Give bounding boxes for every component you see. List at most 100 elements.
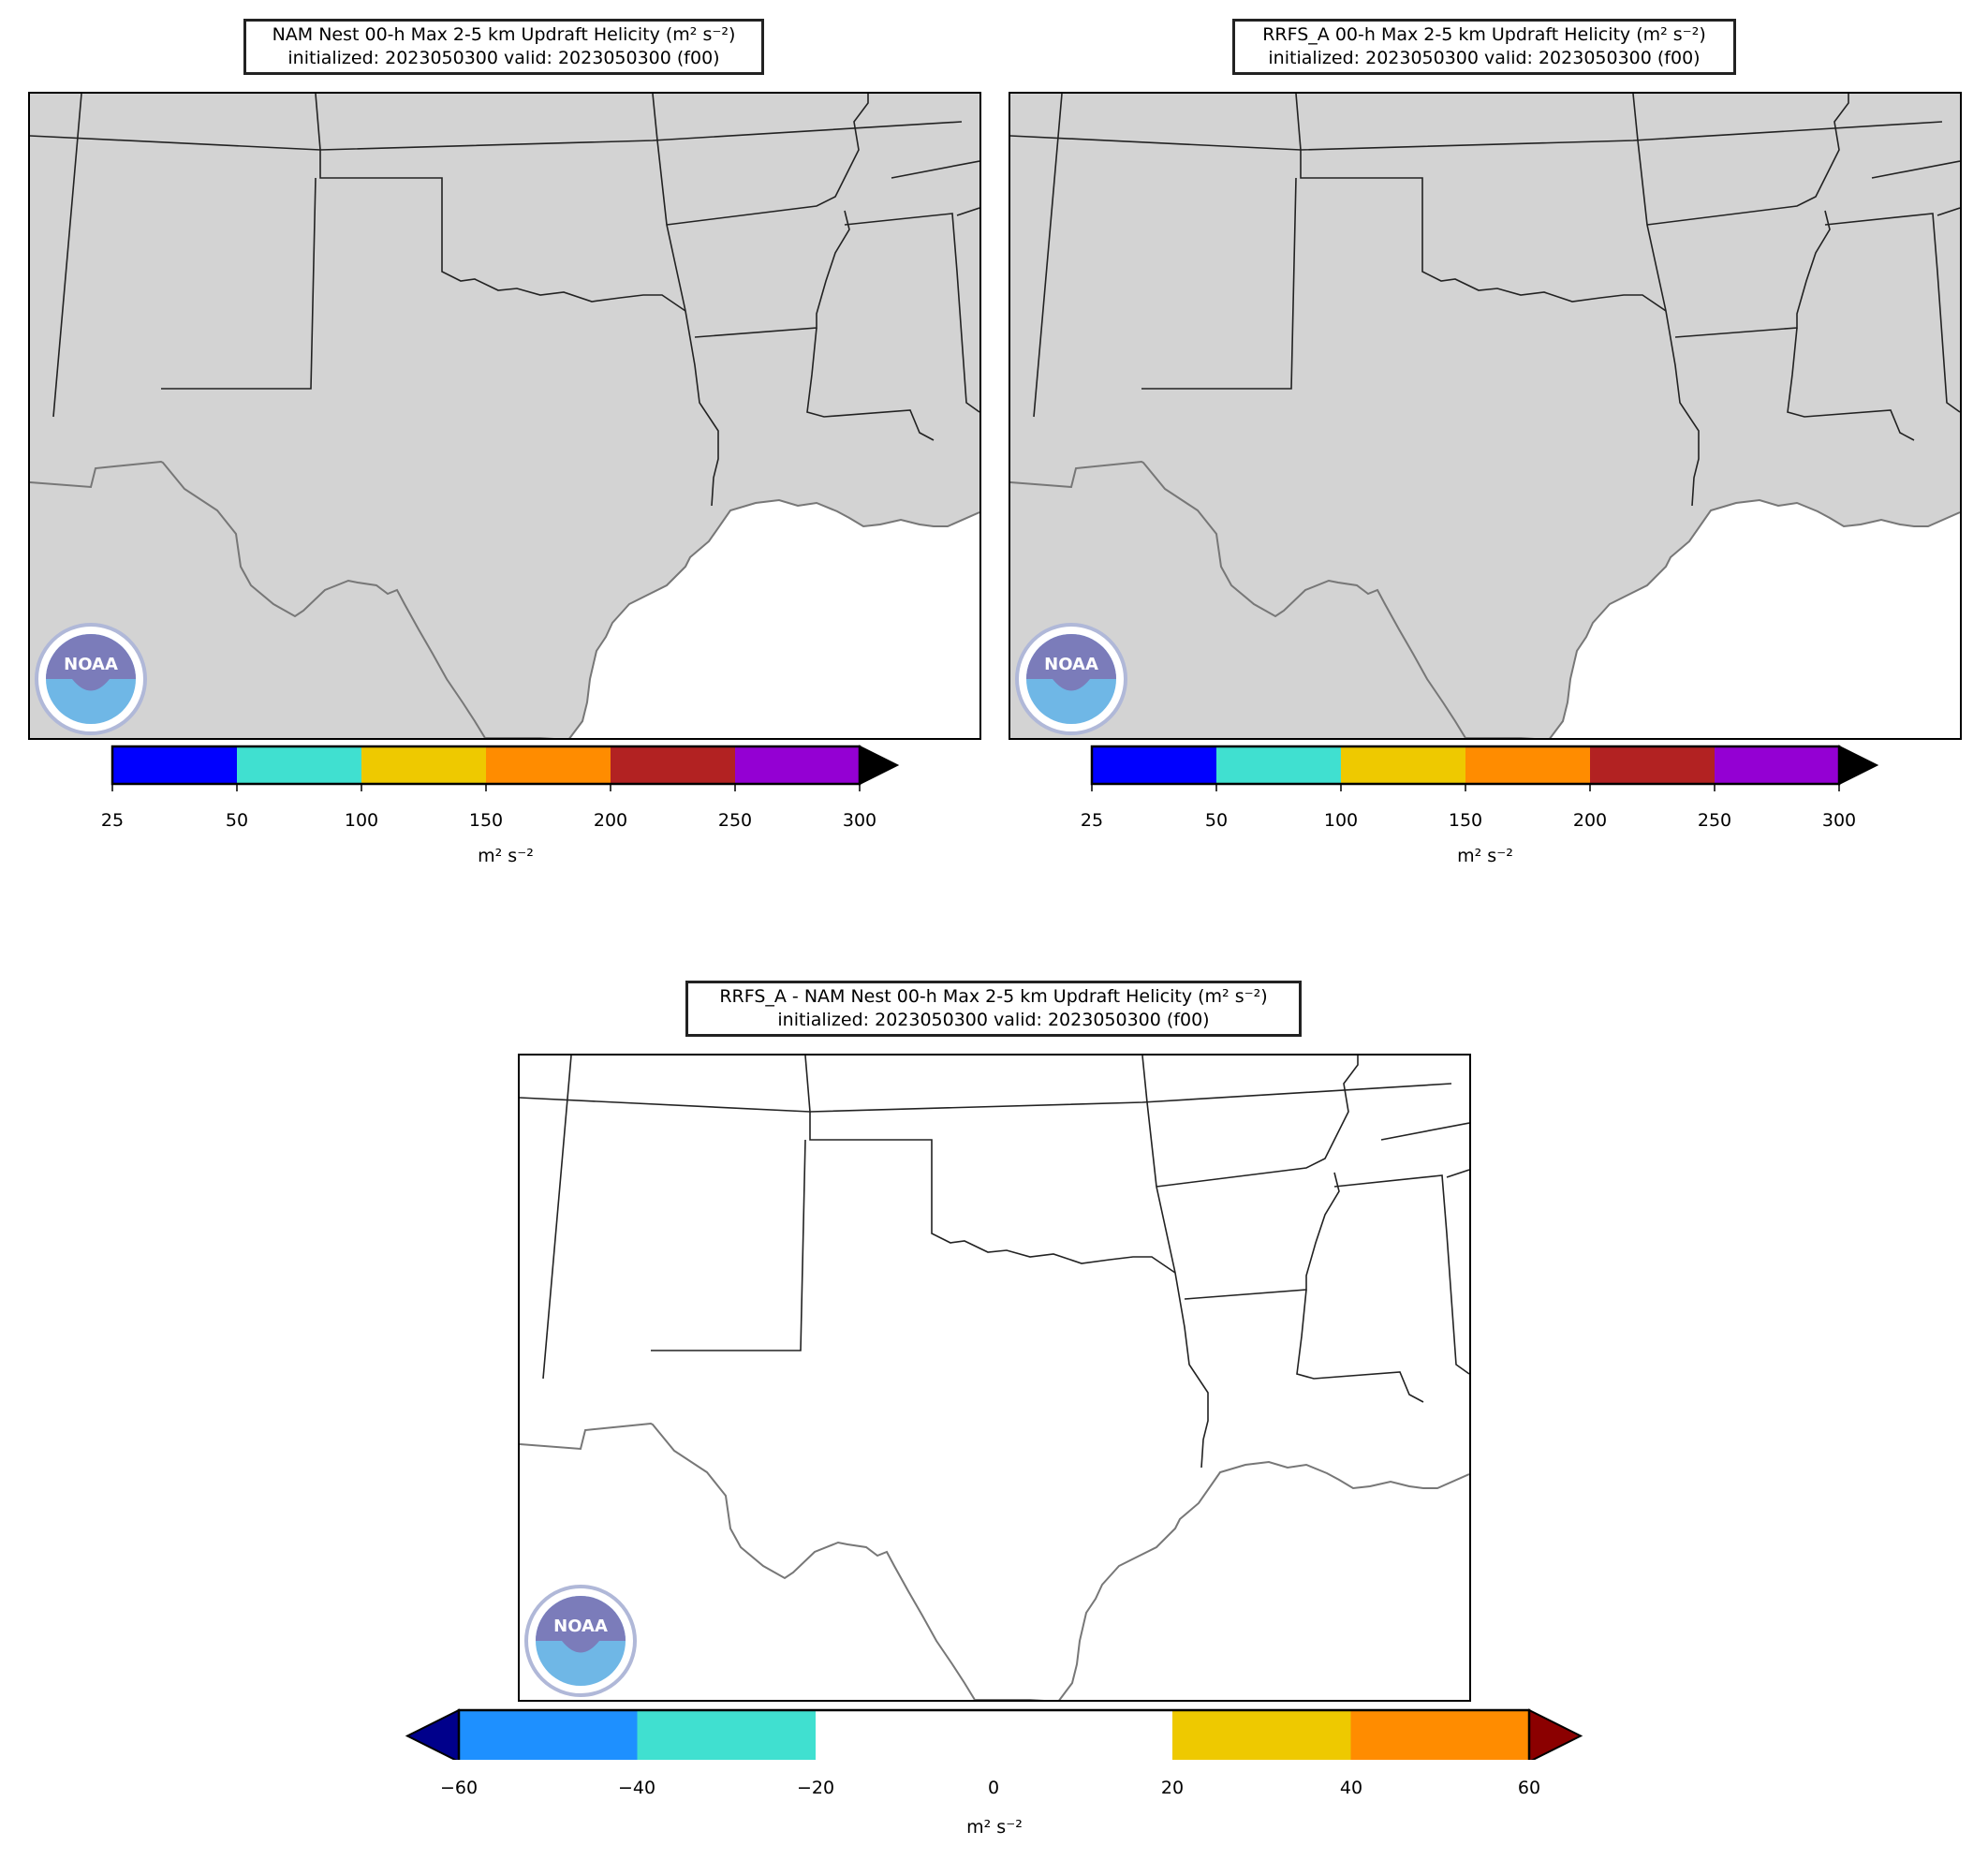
state-border <box>520 1083 1452 1113</box>
state-border <box>656 140 719 507</box>
state-border <box>1871 160 1960 179</box>
state-border <box>1141 1056 1148 1103</box>
state-border <box>161 177 317 390</box>
state-border <box>844 213 979 413</box>
noaa-logo-text: NOAA <box>1044 655 1098 674</box>
noaa-logo-icon: NOAA <box>1015 623 1127 735</box>
colorbar-diff-svg <box>405 1708 1583 1769</box>
state-border <box>1141 177 1297 390</box>
state-border <box>1156 1056 1359 1188</box>
panel-nam-colorbar-units: m² s⁻² <box>478 846 534 866</box>
panel-rrfs-map: NOAA <box>1009 92 1962 740</box>
colorbar-segment <box>1715 746 1839 784</box>
colorbar-segment <box>735 746 860 784</box>
panel-diff-title-line1: RRFS_A - NAM Nest 00-h Max 2-5 km Updraf… <box>719 986 1268 1007</box>
state-border <box>1446 1169 1469 1178</box>
state-border <box>542 1056 572 1380</box>
cbar-tick-label: −40 <box>617 1778 656 1798</box>
state-border <box>651 1139 806 1351</box>
colorbar-segment <box>611 746 735 784</box>
state-border <box>315 94 321 151</box>
cbar-tick-label: 100 <box>344 810 379 831</box>
colorbar-segment <box>112 746 237 784</box>
colorbar-extend-max <box>1528 1708 1583 1764</box>
colorbar-segment <box>1590 746 1715 784</box>
state-border <box>1333 1174 1469 1375</box>
noaa-logo-sky <box>1026 634 1116 691</box>
map-svg: NOAA <box>520 1056 1469 1700</box>
panel-nam-title-line2: initialized: 2023050300 valid: 202305030… <box>287 48 720 68</box>
cbar-tick-label: 250 <box>1697 810 1732 831</box>
coastline <box>30 460 979 738</box>
colorbar-extend-min <box>405 1708 460 1764</box>
cbar-tick-label: 100 <box>1323 810 1359 831</box>
panel-rrfs-title-line1: RRFS_A 00-h Max 2-5 km Updraft Helicity … <box>1262 24 1706 45</box>
colorbar-segment <box>1465 746 1590 784</box>
map-svg: NOAA <box>30 94 979 738</box>
cbar-tick-label: 25 <box>1080 810 1104 831</box>
state-border <box>1824 213 1960 413</box>
noaa-logo-icon: NOAA <box>524 1585 637 1697</box>
cbar-tick-label: 25 <box>100 810 125 831</box>
cbar-tick-label: 250 <box>717 810 753 831</box>
state-border <box>891 160 979 179</box>
panel-nam-colorbar <box>110 745 906 795</box>
state-border <box>319 150 686 312</box>
cbar-tick-label: 150 <box>1448 810 1483 831</box>
colorbar-segment <box>1350 1710 1529 1762</box>
colorbar-segment <box>459 1710 638 1762</box>
cbar-tick-label: 60 <box>1517 1778 1541 1798</box>
state-border <box>1380 1122 1469 1141</box>
panel-rrfs-title-line2: initialized: 2023050300 valid: 202305030… <box>1268 48 1701 68</box>
state-border <box>1296 1289 1424 1403</box>
colorbar-segment <box>486 746 611 784</box>
colorbar-uh-svg <box>110 745 900 791</box>
gulf-water <box>485 500 979 738</box>
cbar-tick-label: 50 <box>225 810 249 831</box>
state-border <box>1300 150 1667 312</box>
gulf-water <box>1465 500 1960 738</box>
state-border <box>1936 207 1960 216</box>
panel-nam-map: NOAA <box>28 92 981 740</box>
panel-diff-title-line2: initialized: 2023050300 valid: 202305030… <box>777 1010 1210 1030</box>
colorbar-segment <box>1341 746 1465 784</box>
panel-rrfs-colorbar-units: m² s⁻² <box>1457 846 1513 866</box>
noaa-logo-text: NOAA <box>553 1617 608 1636</box>
noaa-logo-sky <box>46 634 136 691</box>
panel-diff-colorbar-units: m² s⁻² <box>966 1817 1023 1838</box>
state-border <box>809 1112 1176 1274</box>
cbar-tick-label: 50 <box>1204 810 1229 831</box>
state-border <box>666 94 869 226</box>
panel-diff-colorbar <box>403 1707 1584 1769</box>
map-svg: NOAA <box>1010 94 1960 738</box>
cbar-tick-label: 0 <box>987 1778 1000 1798</box>
coastline <box>520 1422 1469 1700</box>
state-border <box>1295 94 1302 151</box>
colorbar-uh-svg <box>1090 745 1879 791</box>
colorbar-segment <box>237 746 361 784</box>
cbar-tick-label: 300 <box>1821 810 1857 831</box>
noaa-logo-text: NOAA <box>64 655 118 674</box>
coastline <box>1010 460 1960 738</box>
colorbar-segment <box>994 1710 1172 1762</box>
state-border <box>1010 121 1943 151</box>
cbar-tick-label: −20 <box>796 1778 835 1798</box>
state-border <box>652 94 658 141</box>
state-border <box>1787 327 1915 441</box>
cbar-tick-label: 40 <box>1339 1778 1363 1798</box>
state-border <box>1146 1101 1209 1469</box>
state-border <box>804 1056 811 1113</box>
panel-rrfs-title: RRFS_A 00-h Max 2-5 km Updraft Helicity … <box>1232 19 1736 75</box>
colorbar-extend-max <box>859 745 900 786</box>
cbar-tick-label: 300 <box>842 810 877 831</box>
panel-nam-title: NAM Nest 00-h Max 2-5 km Updraft Helicit… <box>243 19 764 75</box>
colorbar-extend-max <box>1838 745 1879 786</box>
colorbar-segment <box>816 1710 994 1762</box>
colorbar-segment <box>1092 746 1216 784</box>
cbar-tick-label: 150 <box>468 810 504 831</box>
cbar-tick-label: 200 <box>1572 810 1608 831</box>
cbar-tick-label: 20 <box>1160 1778 1185 1798</box>
noaa-logo-icon: NOAA <box>35 623 147 735</box>
state-border <box>52 94 82 418</box>
colorbar-segment <box>361 746 486 784</box>
